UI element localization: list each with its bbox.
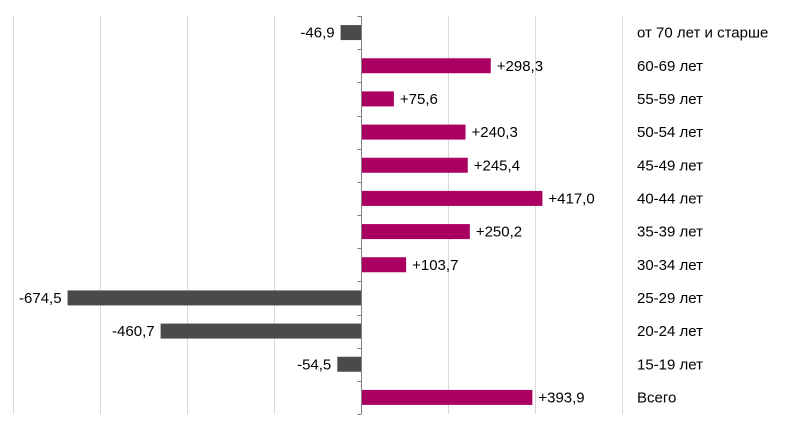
bar (340, 25, 361, 41)
category-label: 35-39 лет (637, 224, 703, 241)
bar (361, 389, 533, 405)
bar (361, 190, 543, 206)
data-label: +245,4 (474, 157, 520, 174)
bar (361, 257, 407, 273)
bar (361, 91, 394, 107)
data-label: +393,9 (538, 389, 584, 406)
category-label: 30-34 лет (637, 257, 703, 274)
category-label: 55-59 лет (637, 91, 703, 108)
bar (337, 356, 361, 372)
category-label: Всего (637, 389, 676, 406)
category-label: 40-44 лет (637, 190, 703, 207)
bar (361, 58, 491, 74)
data-label: -46,9 (300, 25, 334, 42)
bar (160, 323, 361, 339)
category-label: 60-69 лет (637, 58, 703, 75)
data-label: -460,7 (112, 323, 155, 340)
data-label: +298,3 (497, 58, 543, 75)
data-label: -674,5 (19, 290, 62, 307)
data-label: +250,2 (476, 224, 522, 241)
category-labels: от 70 лет и старше 60-69 лет 55-59 лет 50-5… (637, 25, 768, 407)
category-label: от 70 лет и старше (637, 25, 768, 42)
category-label: 20-24 лет (637, 323, 703, 340)
category-label: 50-54 лет (637, 124, 703, 141)
data-label: +75,6 (400, 91, 438, 108)
category-label: 15-19 лет (637, 356, 703, 373)
data-label: -54,5 (297, 356, 331, 373)
bar (361, 124, 466, 140)
bars (67, 25, 543, 405)
data-label: +417,0 (548, 190, 594, 207)
data-label: +103,7 (412, 257, 458, 274)
bar (67, 290, 361, 306)
category-label: 25-29 лет (637, 290, 703, 307)
bar (361, 224, 470, 240)
gridlines (13, 16, 623, 414)
data-label: +240,3 (472, 124, 518, 141)
category-label: 45-49 лет (637, 157, 703, 174)
zero-axis (357, 16, 362, 415)
value-labels: -46,9 +298,3 +75,6 +240,3 +245,4 +417,0 +250,2… (19, 25, 595, 407)
bar (361, 157, 468, 173)
